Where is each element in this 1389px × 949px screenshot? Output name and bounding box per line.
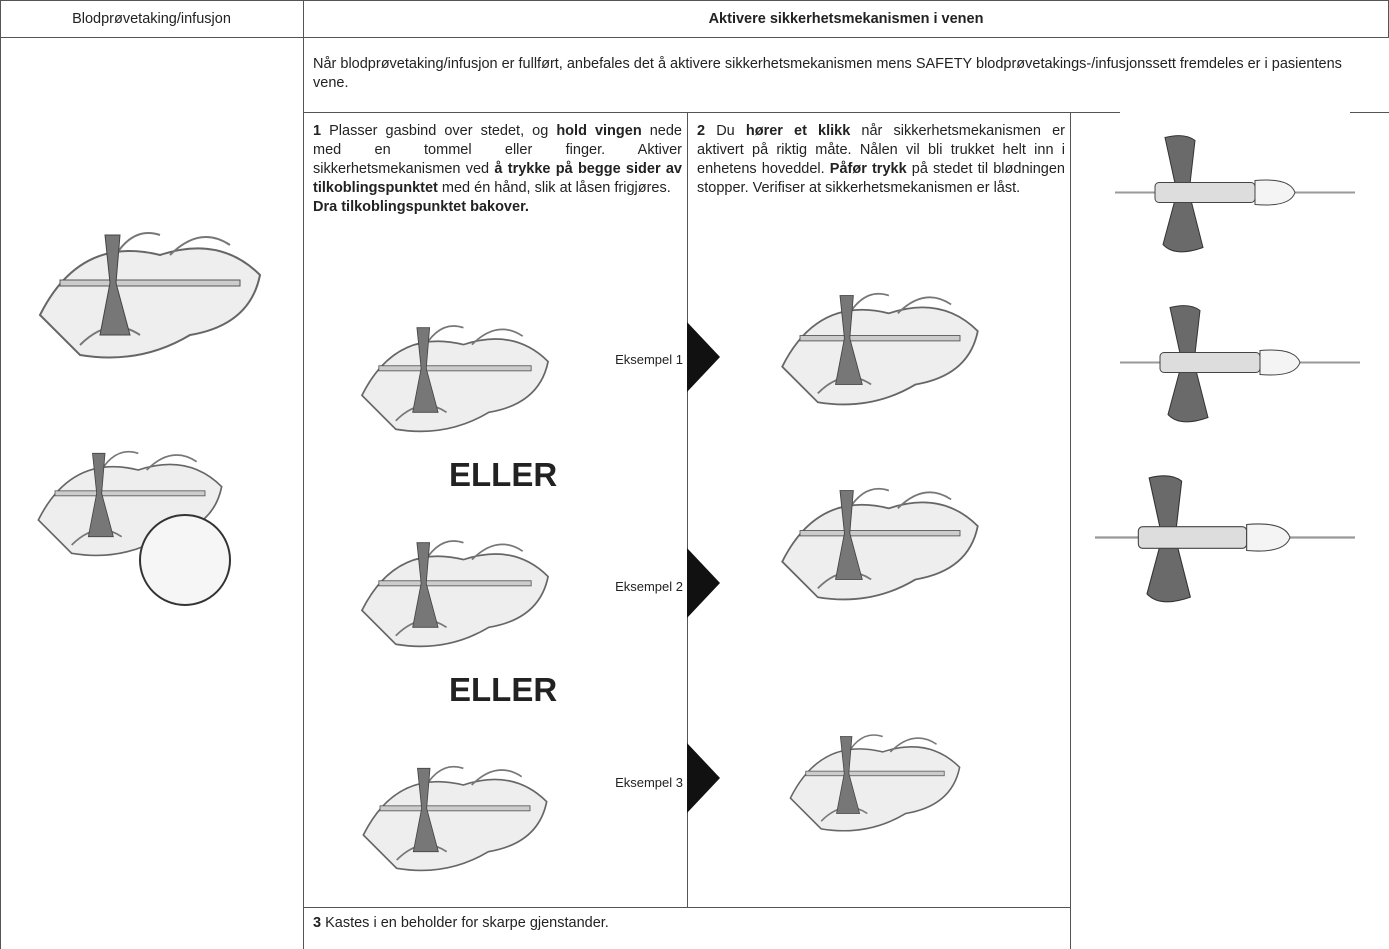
text-run: hører et klikk — [745, 123, 851, 139]
text-run: hold vingen — [556, 123, 642, 139]
or-label: ELLER — [449, 671, 558, 708]
header-right: Aktivere sikkerhetsmekanismen i venen — [708, 11, 984, 27]
text-run: 1 — [313, 123, 322, 139]
illustration-step1a — [361, 325, 549, 433]
text-run: med én hånd, slik at låsen frigjøres. — [437, 180, 671, 196]
text-run: Dra tilkoblingspunktet bakover. — [313, 199, 529, 215]
arrow-2 — [687, 548, 720, 618]
device-2 — [1120, 304, 1360, 424]
example-label: Eksempel 1 — [615, 352, 683, 367]
device-1 — [1115, 134, 1355, 254]
text-run: Kastes i en beholder for skarpe gjenstan… — [321, 915, 609, 931]
or-label: ELLER — [449, 456, 558, 493]
example-label: Eksempel 2 — [615, 579, 683, 594]
zoom-circle — [139, 514, 231, 606]
text-run: Plasser gasbind over stedet, og — [321, 123, 557, 139]
device-3 — [1095, 474, 1355, 604]
intro: Når blodprøvetaking/infusjon er fullført… — [313, 56, 1342, 91]
illustration-step2b — [781, 487, 979, 601]
example-label: Eksempel 3 — [615, 775, 683, 790]
text-run: å trykke på begge sider av tilkoblingspu… — [313, 161, 682, 196]
illustration-step1c — [362, 765, 548, 872]
text-run: nede med en tommel eller finger. Aktiver… — [313, 123, 682, 177]
text-run: Du — [705, 123, 746, 139]
step1: 1 Plasser gasbind over stedet, og hold v… — [313, 122, 682, 217]
text-run: 2 — [697, 123, 706, 139]
step3: 3 Kastes i en beholder for skarpe gjenst… — [313, 914, 1053, 933]
illustration-step2a — [781, 292, 979, 406]
illustration-step2c — [789, 734, 961, 832]
step2: 2 Du hører et klikk når sikkerhetsmekani… — [697, 122, 1065, 198]
arrow-3 — [687, 743, 720, 813]
text-run: Påfør trykk — [829, 161, 907, 177]
arrow-1 — [687, 322, 720, 392]
illustration-arm — [39, 232, 261, 359]
header-left: Blodprøvetaking/infusjon — [72, 11, 231, 27]
illustration-step1b — [361, 540, 549, 648]
text-run: på stedet til blødningen stopper. Verifi… — [697, 161, 1065, 196]
illustrations — [37, 134, 1360, 872]
text-run: når sikkerhetsmekanismen er aktivert på … — [697, 123, 1065, 177]
text-run: 3 — [313, 915, 322, 931]
